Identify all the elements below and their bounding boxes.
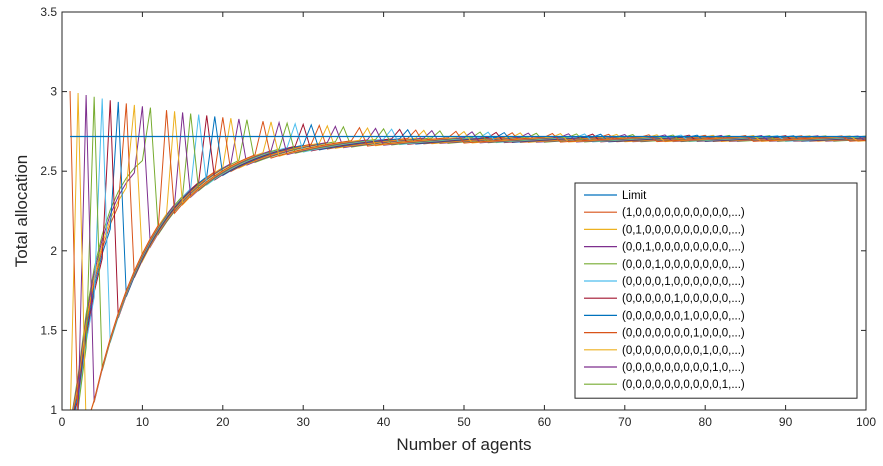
y-tick-label: 2.5 — [40, 164, 57, 178]
legend-label: (0,0,0,0,0,0,1,0,0,0,0,...) — [622, 310, 745, 322]
legend-label: (0,0,0,0,0,0,0,0,1,0,0,...) — [622, 345, 745, 357]
legend-label: (0,0,0,0,1,0,0,0,0,0,0,...) — [622, 276, 745, 288]
series-line-1 — [69, 90, 866, 410]
y-tick-label: 1 — [50, 403, 57, 417]
x-tick-label: 0 — [59, 415, 66, 429]
x-tick-label: 10 — [136, 415, 150, 429]
x-tick-label: 60 — [538, 415, 552, 429]
y-tick-label: 2 — [50, 244, 57, 258]
axis-ticks: 0 10 20 30 40 50 60 70 80 90 100 1 1.5 2 2.5 3 3.5 — [40, 5, 876, 429]
legend-box — [574, 182, 858, 399]
x-tick-label: 100 — [856, 415, 876, 429]
y-tick-label: 3.5 — [40, 5, 57, 19]
legend-label: (0,1,0,0,0,0,0,0,0,0,0,...) — [622, 224, 745, 236]
legend-label: (0,0,1,0,0,0,0,0,0,0,0,...) — [622, 242, 745, 254]
legend-label: (0,0,0,0,0,0,0,0,0,0,1,...) — [622, 379, 745, 391]
x-tick-label: 20 — [216, 415, 230, 429]
y-tick-label: 3 — [50, 85, 57, 99]
x-tick-label: 40 — [377, 415, 391, 429]
x-tick-label: 70 — [618, 415, 632, 429]
legend-label: (0,0,0,0,0,1,0,0,0,0,0,...) — [622, 293, 745, 305]
x-tick-label: 90 — [779, 415, 793, 429]
x-tick-label: 80 — [699, 415, 713, 429]
y-axis-label: Total allocation — [12, 155, 31, 267]
plot-lines — [69, 90, 866, 410]
x-tick-label: 30 — [297, 415, 311, 429]
x-axis-label: Number of agents — [396, 435, 531, 454]
legend-label: (1,0,0,0,0,0,0,0,0,0,0,...) — [622, 207, 745, 219]
legend-label: (0,0,0,0,0,0,0,1,0,0,0,...) — [622, 328, 745, 340]
x-tick-label: 50 — [457, 415, 471, 429]
y-tick-label: 1.5 — [40, 323, 57, 337]
legend-label: (0,0,0,1,0,0,0,0,0,0,0,...) — [622, 259, 745, 271]
legend-label: Limit — [622, 190, 647, 202]
legend-label: (0,0,0,0,0,0,0,0,0,1,0,...) — [622, 362, 745, 374]
legend: Limit (1,0,0,0,0,0,0,0,0,0,0,...) (0,1,0,0… — [574, 182, 858, 399]
